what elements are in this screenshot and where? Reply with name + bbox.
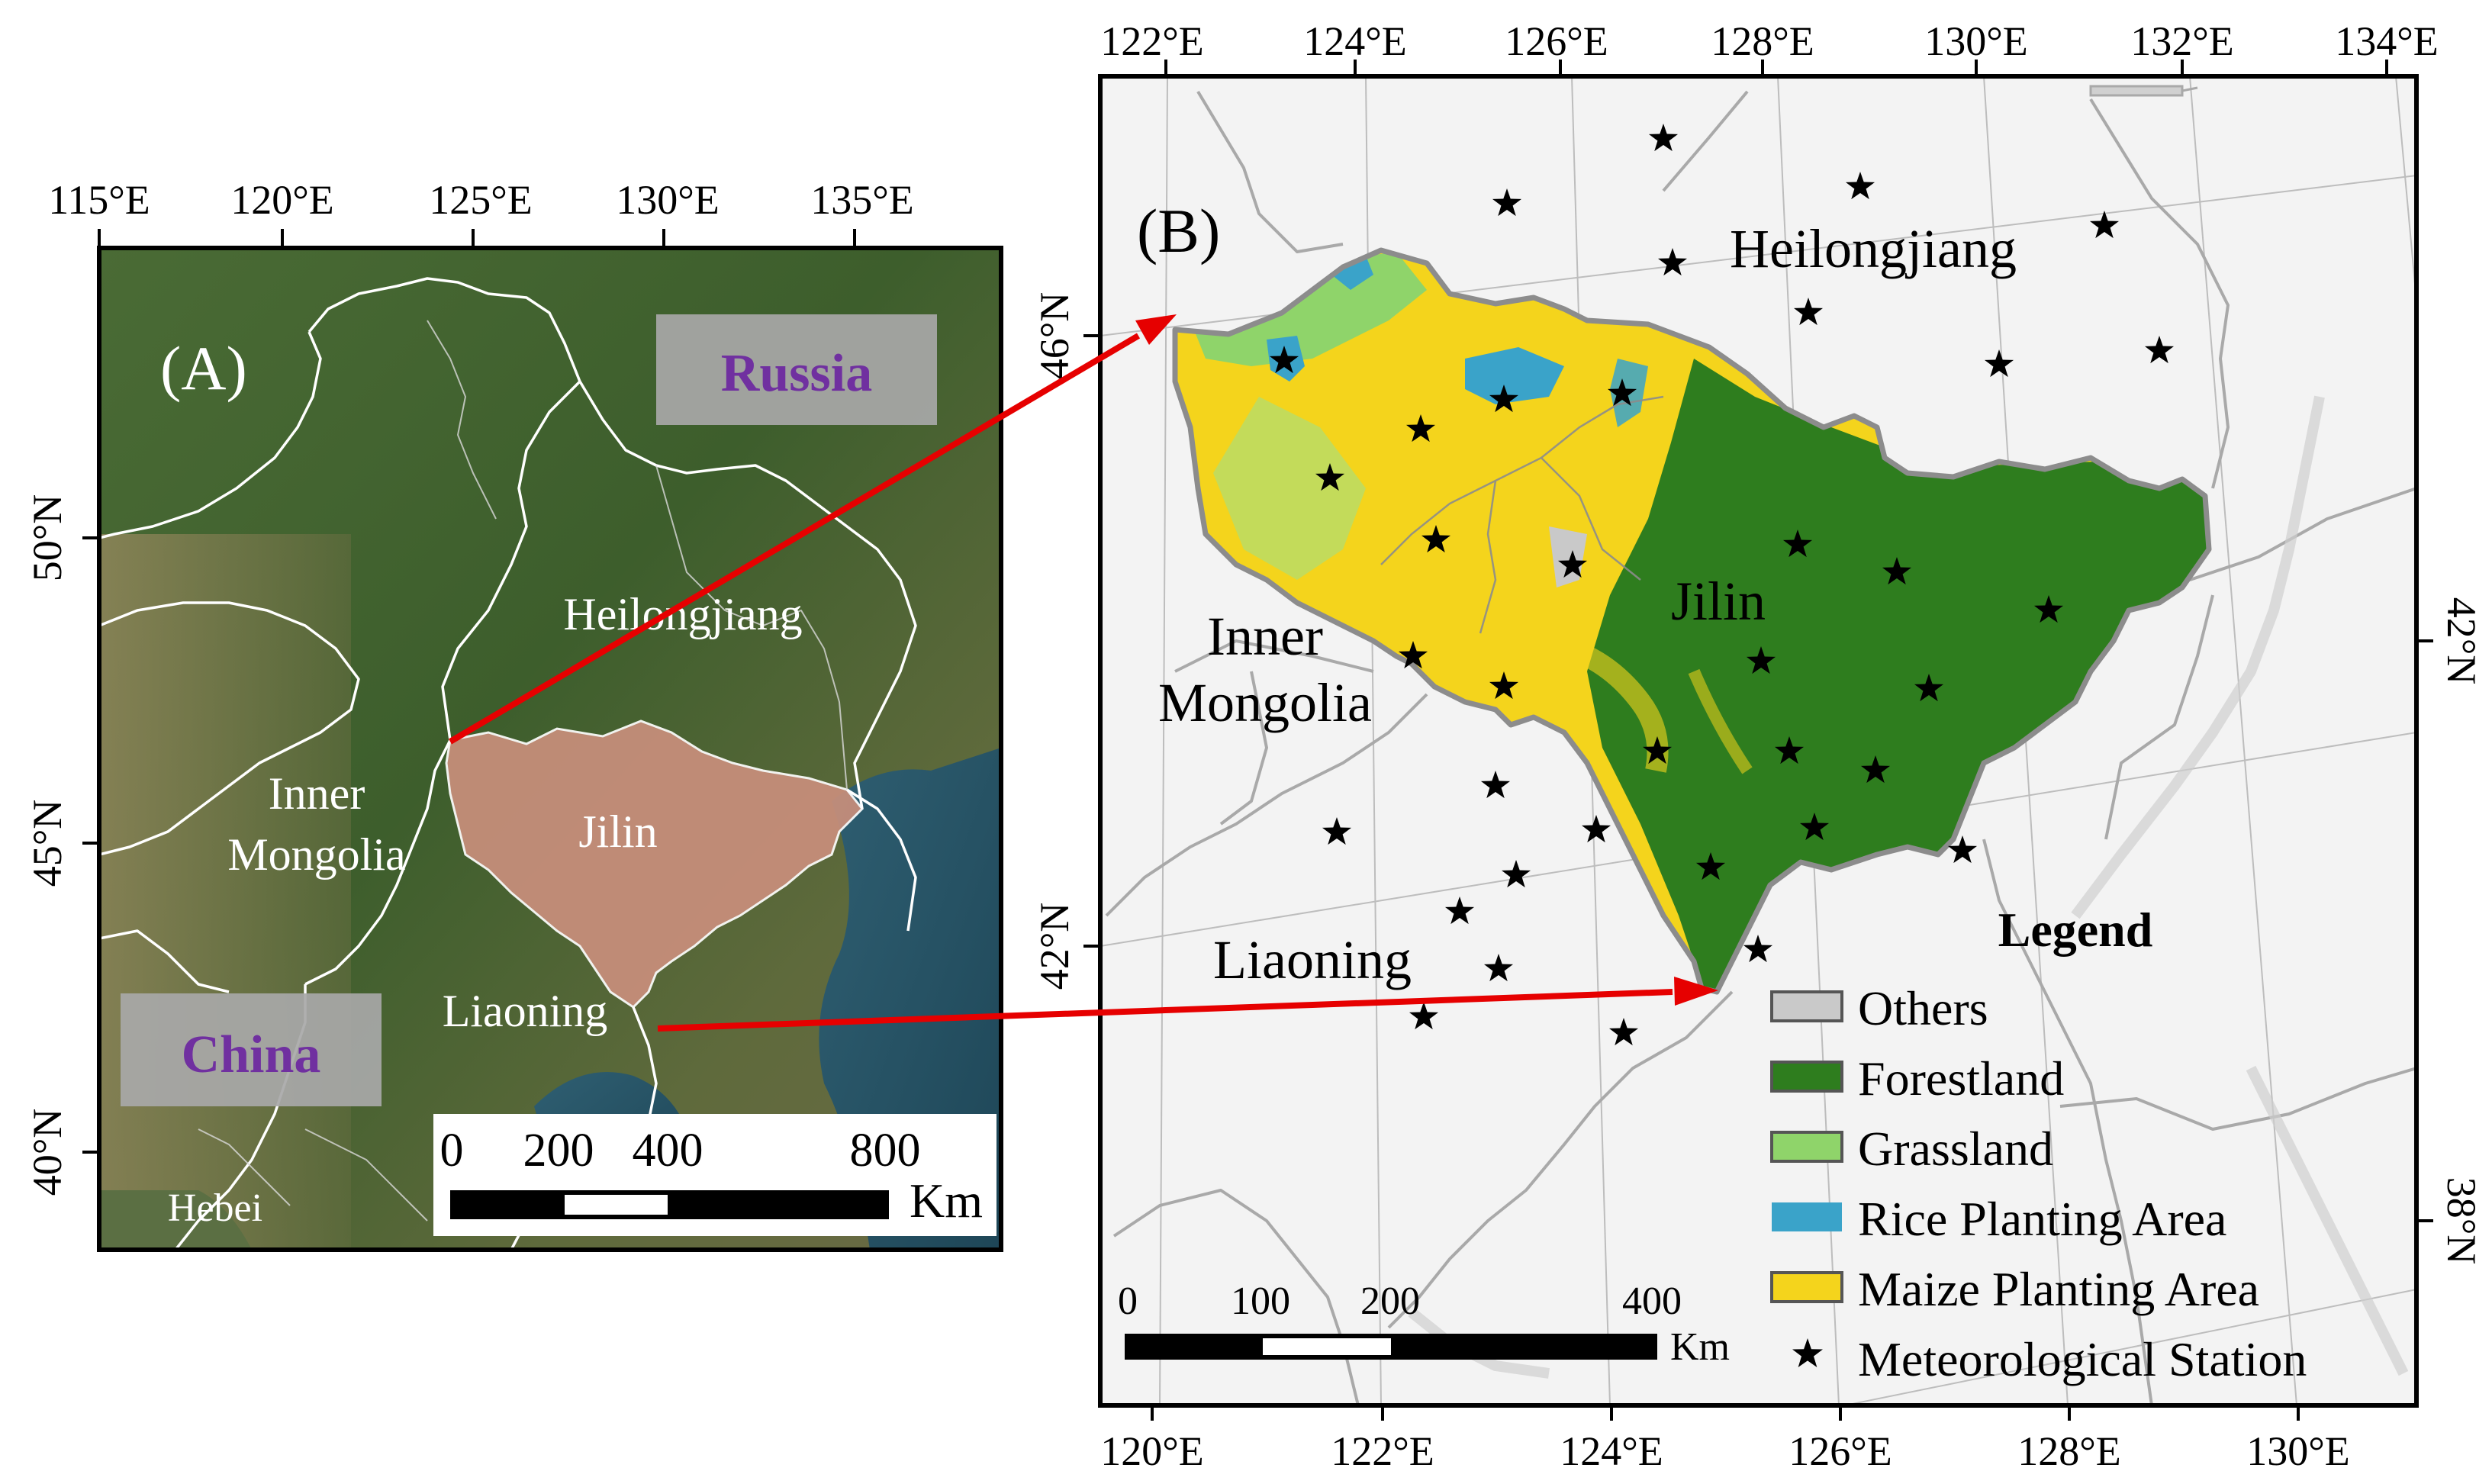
panel-a-scale-400: 400 xyxy=(633,1125,703,1177)
panel-b-right-tick-38: 38°N xyxy=(2439,1177,2484,1265)
panel-a-left-tick-marks xyxy=(82,536,99,1154)
panel-a-label: (A) xyxy=(160,333,247,403)
panel-a-scale-200: 200 xyxy=(523,1125,594,1177)
panel-b-bottom-tick-128: 128°E xyxy=(2017,1428,2121,1474)
panel-b-neighbor-boundaries xyxy=(1105,90,2416,1405)
legend: Legend Others Forestland Grassland Rice … xyxy=(1770,903,2307,1386)
russia-label: Russia xyxy=(721,344,872,403)
panel-a-lat-tick-45: 45°N xyxy=(24,800,70,887)
legend-label-others: Others xyxy=(1858,981,1988,1035)
panel-b: 122°E 124°E 126°E 128°E 130°E 132°E 134°… xyxy=(1032,18,2484,1474)
panel-a-liaoning-label: Liaoning xyxy=(443,986,608,1036)
arrow-head-west xyxy=(1135,314,1177,345)
legend-label-rice: Rice Planting Area xyxy=(1858,1192,2226,1246)
jilin-boundary xyxy=(1172,247,2212,995)
panel-b-scale-bar: 0 100 200 400 Km xyxy=(1118,1280,1730,1369)
legend-swatch-others xyxy=(1770,990,1843,1022)
panel-a-lon-tick-115: 115°E xyxy=(48,177,150,223)
panel-b-right-tick-marks xyxy=(2416,639,2433,1222)
panel-b-top-tick-126: 126°E xyxy=(1505,18,1608,64)
panel-a-scale-800: 800 xyxy=(850,1125,921,1177)
legend-label-maize: Maize Planting Area xyxy=(1858,1262,2259,1316)
panel-a-lon-tick-120: 120°E xyxy=(230,177,334,223)
panel-b-scale-100: 100 xyxy=(1231,1280,1290,1323)
panel-a-jilin-label: Jilin xyxy=(578,806,657,857)
panel-a-hebei-label: Hebei xyxy=(168,1186,262,1230)
panel-a-lat-tick-50: 50°N xyxy=(24,494,70,582)
panel-b-frame xyxy=(1098,74,2419,1408)
panel-b-bottom-tick-122: 122°E xyxy=(1331,1428,1434,1474)
panel-b-top-tick-122: 122°E xyxy=(1100,18,1204,64)
panel-b-scale-400: 400 xyxy=(1622,1280,1682,1323)
panel-a-scale-unit: Km xyxy=(910,1173,983,1228)
panel-a-lon-tick-135: 135°E xyxy=(810,177,914,223)
panel-a-scale-0: 0 xyxy=(440,1125,464,1177)
legend-label-grassland: Grassland xyxy=(1858,1122,2053,1176)
legend-label-station: Meteorological Station xyxy=(1858,1332,2307,1386)
legend-swatch-maize xyxy=(1770,1271,1843,1303)
panel-link-arrows xyxy=(448,314,1718,1032)
legend-swatch-rice xyxy=(1772,1202,1842,1231)
panel-b-bottom-tick-marks xyxy=(1151,1405,2300,1421)
panel-b-top-tick-134: 134°E xyxy=(2335,18,2439,64)
panel-a-top-tick-marks xyxy=(98,229,856,248)
china-label-box xyxy=(121,993,382,1106)
panel-b-bottom-tick-126: 126°E xyxy=(1789,1428,1892,1474)
legend-swatch-grassland xyxy=(1770,1131,1843,1163)
panel-a-inner-mongolia-label-line1: Inner xyxy=(269,768,365,819)
panel-b-label: (B) xyxy=(1137,196,1220,266)
panel-b-top-tick-132: 132°E xyxy=(2130,18,2234,64)
panel-a-frame xyxy=(97,246,1003,1252)
arrow-to-jilin-west-tip xyxy=(448,333,1141,745)
panel-a-inner-mongolia-label-line2: Mongolia xyxy=(227,829,405,880)
panel-a-heilongjiang-label: Heilongjiang xyxy=(563,589,802,639)
panel-b-left-tick-42: 42°N xyxy=(1032,903,1077,990)
panel-b-scale-200: 200 xyxy=(1360,1280,1420,1323)
arrow-head-south xyxy=(1674,977,1718,1006)
panel-b-bottom-tick-130: 130°E xyxy=(2246,1428,2350,1474)
panel-a-lat-tick-40: 40°N xyxy=(24,1109,70,1196)
legend-swatch-forestland xyxy=(1770,1061,1843,1093)
china-label: China xyxy=(182,1025,321,1084)
panel-b-left-tick-marks xyxy=(1083,334,1100,948)
arrow-to-jilin-south-tip xyxy=(657,989,1673,1032)
panel-b-top-tick-130: 130°E xyxy=(1924,18,2028,64)
panel-b-jilin-label: Jilin xyxy=(1671,571,1766,632)
panel-b-bottom-tick-120: 120°E xyxy=(1100,1428,1204,1474)
panel-a-lon-tick-125: 125°E xyxy=(429,177,533,223)
legend-label-forestland: Forestland xyxy=(1858,1051,2064,1106)
panel-b-top-tick-marks xyxy=(1164,60,2388,76)
panel-b-scale-unit: Km xyxy=(1670,1325,1730,1369)
panel-a-lon-tick-130: 130°E xyxy=(616,177,720,223)
panel-a: 115°E 120°E 125°E 130°E 135°E 50°N 45°N … xyxy=(24,177,1003,1252)
panel-b-top-tick-128: 128°E xyxy=(1711,18,1814,64)
legend-title: Legend xyxy=(1998,903,2153,957)
panel-b-liaoning-label: Liaoning xyxy=(1213,929,1412,990)
panel-b-inner-mongolia-label-line1: Inner xyxy=(1207,606,1323,667)
russia-label-box xyxy=(656,314,937,425)
panel-a-scale-bar: 0 200 400 800 Km xyxy=(433,1114,996,1236)
panel-b-scale-0: 0 xyxy=(1118,1280,1138,1323)
panel-b-heilongjiang-label: Heilongjiang xyxy=(1730,218,2017,279)
panel-b-bottom-tick-124: 124°E xyxy=(1560,1428,1663,1474)
panel-b-left-tick-46: 46°N xyxy=(1032,292,1077,380)
panel-b-right-tick-42: 42°N xyxy=(2439,597,2484,685)
panel-b-inner-mongolia-label-line2: Mongolia xyxy=(1158,672,1372,733)
panel-b-top-tick-124: 124°E xyxy=(1303,18,1407,64)
